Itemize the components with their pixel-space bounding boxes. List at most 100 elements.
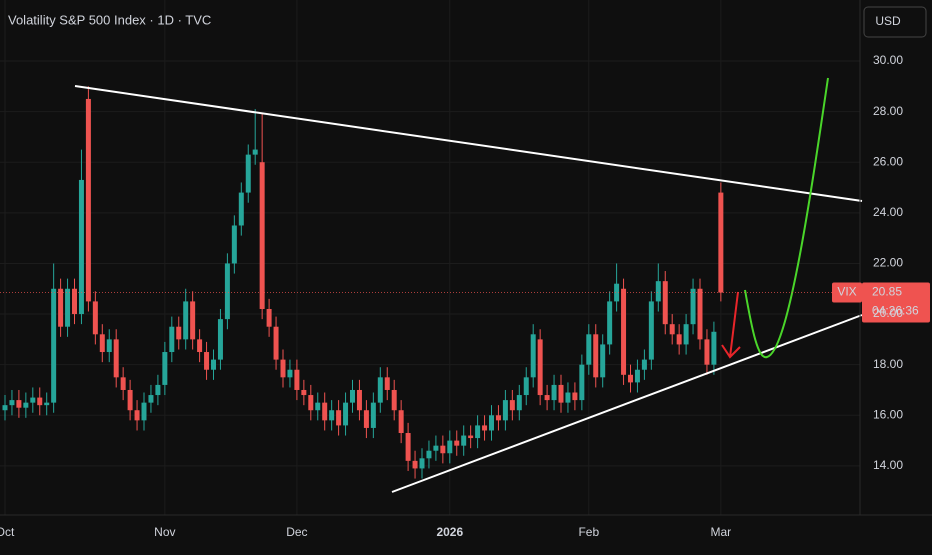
candle-body: [148, 395, 154, 403]
candle-body: [489, 415, 494, 431]
candle-body: [356, 389, 362, 411]
candle-body: [287, 369, 293, 378]
x-tick-label: 2026: [436, 525, 463, 539]
candle-body: [245, 154, 251, 193]
symbol-tag: [832, 282, 862, 303]
candle-body: [614, 283, 620, 302]
candle-body: [204, 352, 210, 370]
price-label: 20.85: [872, 285, 902, 299]
candle-body: [607, 301, 613, 345]
candle-body: [273, 326, 279, 360]
candle-body: [190, 301, 196, 340]
candle-body: [454, 440, 460, 446]
candle-body: [363, 410, 369, 428]
y-tick-label: 18.00: [873, 357, 903, 371]
candle-body: [301, 389, 307, 396]
candle-body: [217, 319, 223, 360]
candle-body: [683, 324, 689, 345]
candle-body: [343, 402, 349, 426]
candle-body: [718, 192, 724, 293]
candle-body: [544, 395, 550, 401]
candle-body: [482, 425, 488, 431]
candle-body: [224, 263, 230, 320]
candle-body: [9, 400, 15, 406]
y-tick-label: 30.00: [873, 53, 903, 67]
x-tick-label: Oct: [0, 525, 15, 539]
candle-body: [85, 98, 91, 302]
grid: [0, 0, 860, 515]
candle-body: [391, 389, 397, 411]
candle-body: [621, 288, 627, 375]
candle-body: [440, 445, 446, 454]
candle-body: [106, 339, 112, 353]
candle-body: [412, 460, 418, 469]
candle-body: [280, 359, 286, 378]
candle-body: [211, 359, 216, 370]
candle-body: [426, 450, 432, 459]
candle-body: [530, 334, 536, 378]
candle-body: [78, 179, 84, 315]
price-tag: [862, 282, 930, 323]
candle-body: [370, 402, 376, 428]
candle-body: [72, 288, 77, 315]
y-tick-label: 20.00: [873, 306, 903, 320]
candle-body: [231, 225, 237, 264]
overlay: VIX 20.85 04:26:36: [0, 282, 930, 323]
candle-body: [16, 400, 22, 408]
x-tick-label: Nov: [154, 525, 175, 539]
trend-line-lower: [391, 314, 863, 493]
candle-body: [509, 400, 515, 411]
candle-body: [662, 281, 668, 325]
candle-body: [433, 445, 439, 451]
candle-body: [308, 395, 314, 411]
candle-body: [65, 288, 71, 327]
candle-body: [162, 352, 168, 385]
candle-body: [690, 288, 696, 325]
currency-label[interactable]: USD: [875, 14, 901, 28]
candle-body: [669, 324, 675, 335]
candle-body: [44, 402, 50, 406]
candle-body: [628, 374, 633, 383]
x-tick-label: Dec: [286, 525, 307, 539]
trend-line-upper: [74, 85, 863, 202]
candle-body: [405, 433, 411, 461]
currency-button[interactable]: [863, 6, 927, 38]
x-tick-label: Mar: [711, 525, 732, 539]
candle-body: [697, 288, 703, 340]
candle-body: [99, 334, 105, 353]
candle-body: [134, 410, 140, 421]
candle-body: [120, 377, 126, 390]
x-tick-label: Feb: [578, 525, 599, 539]
candle-body: [197, 339, 203, 353]
candle-body: [294, 369, 300, 390]
candle-body: [523, 377, 529, 396]
candle-body: [259, 162, 265, 309]
candle-body: [377, 377, 383, 403]
candle-body: [676, 334, 682, 345]
candle-body: [600, 344, 606, 378]
candle-body: [58, 288, 64, 327]
candle-body: [37, 397, 43, 406]
candle-body: [23, 402, 29, 408]
candle-body: [447, 440, 453, 454]
candle-body: [579, 364, 585, 401]
candle-body: [495, 415, 501, 421]
y-tick-label: 22.00: [873, 256, 903, 270]
y-tick-label: 26.00: [873, 154, 903, 168]
candle-body: [516, 395, 522, 411]
candle-body: [51, 288, 57, 403]
candle-body: [648, 301, 654, 360]
candle-body: [634, 369, 640, 383]
candle-body: [30, 397, 36, 403]
candles: [2, 86, 724, 479]
candle-body: [336, 410, 342, 426]
candle-body: [350, 389, 355, 403]
projection-curve: [744, 77, 829, 359]
candle-body: [266, 309, 272, 327]
candle-body: [176, 326, 182, 340]
y-tick-label: 14.00: [873, 458, 903, 472]
candle-body: [2, 405, 8, 411]
symbol-label: VIX: [837, 285, 856, 299]
candle-body: [113, 339, 119, 378]
candle-body: [551, 384, 557, 401]
